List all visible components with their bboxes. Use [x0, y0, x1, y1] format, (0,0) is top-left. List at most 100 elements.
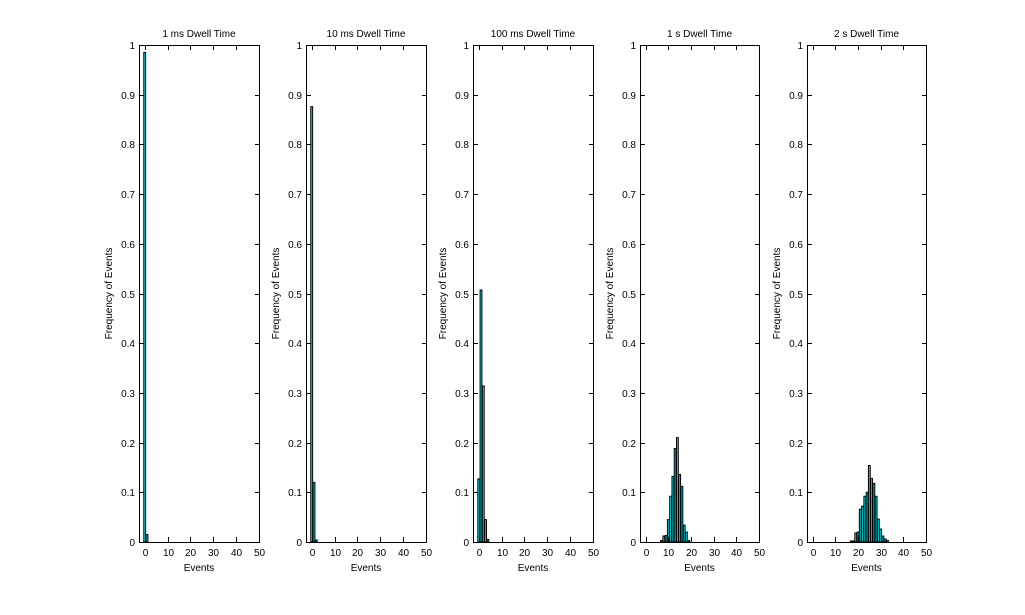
histogram-bar	[660, 540, 663, 543]
y-tick-label: 0.2	[288, 439, 302, 450]
x-tick-label: 30	[208, 548, 220, 559]
histogram-bar	[858, 508, 862, 543]
histogram-bar	[486, 539, 490, 543]
y-tick-label: 0.1	[288, 488, 302, 499]
subplot-100ms: 00.10.20.30.40.50.60.70.80.910 10 20 30 40 50…	[438, 29, 599, 574]
y-tick-label: 0.3	[288, 389, 302, 400]
y-tick-label: 0	[630, 538, 636, 549]
x-tick-label: 20	[519, 548, 531, 559]
y-tick-label: 0.3	[622, 389, 636, 400]
axes-box	[807, 45, 927, 543]
histogram-bar	[682, 524, 686, 543]
x-tick-label: 0	[143, 548, 149, 559]
histogram-bar	[874, 495, 878, 543]
x-tick-label: 0	[644, 548, 650, 559]
y-tick-label: 1	[630, 41, 636, 52]
x-tick-label: 10	[663, 548, 675, 559]
histogram-bar	[669, 495, 673, 543]
x-tick-label: 40	[898, 548, 910, 559]
y-tick-label: 0.5	[455, 290, 469, 301]
subplot-title: 100 ms Dwell Time	[491, 29, 576, 40]
x-tick-label: 40	[565, 548, 577, 559]
bar-series	[849, 464, 889, 543]
histogram-bar	[852, 540, 855, 543]
y-tick-label: 0.4	[121, 339, 135, 350]
y-axis: 0 0.1 0.2 0.3 0.4 0.5 0.6 0.7 0.8 0.9 1	[455, 41, 594, 549]
subplot-title: 1 ms Dwell Time	[162, 29, 236, 40]
x-tick-label: 30	[542, 548, 554, 559]
y-tick-label: 0.7	[622, 190, 636, 201]
x-tick-label: 10	[497, 548, 509, 559]
bar-series	[660, 437, 691, 543]
histogram-bar	[685, 531, 688, 543]
histogram-bar	[477, 478, 481, 543]
y-axis: 0 0.1 0.2 0.3 0.4 0.5 0.6 0.7 0.8 0.9 1	[121, 41, 260, 549]
x-axis: 0 10 20 30 40 50	[644, 45, 765, 559]
y-tick-label: 0.3	[789, 389, 803, 400]
axes-box	[640, 45, 760, 543]
y-axis-label: Frequency of Events	[772, 248, 783, 340]
histogram-bar	[678, 473, 682, 543]
histogram-bar	[872, 482, 876, 543]
subplot-10ms: 00.10.20.30.40.50.60.70.80.910 10 20 30 40 50…	[271, 29, 432, 574]
histogram-bar	[143, 51, 147, 543]
x-tick-label: 20	[686, 548, 698, 559]
bar-series	[143, 51, 149, 543]
x-tick-label: 20	[352, 548, 364, 559]
y-axis-label: Frequency of Events	[438, 248, 449, 340]
x-axis: 0 10 20 30 40 50	[477, 45, 599, 559]
y-tick-label: 0.6	[789, 240, 803, 251]
axes-box	[306, 45, 427, 543]
histogram-bar	[664, 535, 668, 543]
y-tick-label: 0.6	[121, 240, 135, 251]
bar-series	[310, 106, 318, 543]
y-tick-label: 0.8	[622, 140, 636, 151]
subplot-2s: 00.10.20.30.40.50.60.70.80.910 10 20 30 40 50…	[772, 29, 932, 574]
y-tick-label: 1	[797, 41, 803, 52]
x-tick-label: 40	[731, 548, 743, 559]
y-tick-label: 0.7	[789, 190, 803, 201]
y-tick-label: 0.9	[121, 91, 135, 102]
y-tick-label: 0	[296, 538, 302, 549]
y-tick-label: 0.4	[789, 339, 803, 350]
y-tick-label: 1	[463, 41, 469, 52]
x-axis-label: Events	[184, 563, 215, 574]
histogram-bar	[863, 495, 867, 543]
y-tick-label: 0.1	[455, 488, 469, 499]
y-tick-label: 1	[129, 41, 135, 52]
histogram-bar	[310, 106, 314, 543]
y-tick-label: 0.5	[622, 290, 636, 301]
axes-box	[473, 45, 594, 543]
histogram-bar	[849, 540, 853, 543]
histogram-bar	[867, 464, 871, 543]
x-tick-label: 10	[330, 548, 342, 559]
histogram-bar	[865, 491, 869, 543]
x-tick-label: 20	[853, 548, 865, 559]
y-axis: 0 0.1 0.2 0.3 0.4 0.5 0.6 0.7 0.8 0.9 1	[622, 41, 760, 549]
y-tick-label: 0.3	[121, 389, 135, 400]
subplot-title: 10 ms Dwell Time	[327, 29, 406, 40]
y-tick-label: 0.8	[121, 140, 135, 151]
bar-series	[477, 289, 490, 543]
y-tick-label: 0.2	[789, 439, 803, 450]
y-tick-label: 0.6	[288, 240, 302, 251]
y-tick-label: 0.8	[288, 140, 302, 151]
x-tick-label: 0	[310, 548, 316, 559]
x-tick-label: 20	[185, 548, 197, 559]
y-tick-label: 0.9	[455, 91, 469, 102]
histogram-bar	[687, 540, 691, 543]
y-tick-label: 0.2	[455, 439, 469, 450]
y-tick-label: 0.8	[789, 140, 803, 151]
subplot-1s: 00.10.20.30.40.50.60.70.80.910 10 20 30 40 50…	[605, 29, 765, 574]
x-axis-label: Events	[351, 563, 382, 574]
y-axis: 0 0.1 0.2 0.3 0.4 0.5 0.6 0.7 0.8 0.9 1	[288, 41, 427, 549]
y-tick-label: 0	[129, 538, 135, 549]
x-axis: 0 10 20 30 40 50	[310, 45, 432, 559]
x-axis-label: Events	[684, 563, 715, 574]
x-tick-label: 30	[876, 548, 888, 559]
x-tick-label: 40	[231, 548, 243, 559]
histogram-bar	[481, 385, 485, 543]
histogram-bar	[484, 519, 487, 543]
x-tick-label: 10	[830, 548, 842, 559]
y-tick-label: 0.4	[288, 339, 302, 350]
